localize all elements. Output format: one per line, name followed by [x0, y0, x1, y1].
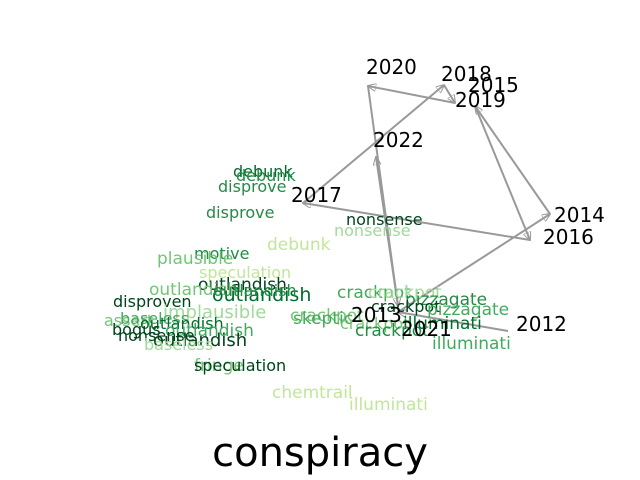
neighbor-word: disprove: [218, 177, 286, 196]
year-label: 2017: [291, 183, 342, 207]
year-label: 2012: [516, 312, 567, 336]
year-label: 2018: [441, 62, 492, 86]
year-label: 2022: [373, 128, 424, 152]
neighbor-word: implausible: [163, 302, 266, 323]
neighbor-word: outlandish: [153, 330, 247, 351]
neighbor-word: pizzagate: [405, 290, 487, 310]
neighbor-word: crackpot: [355, 321, 429, 341]
neighbor-word: outlandish: [165, 321, 254, 341]
neighbor-word: disprove: [206, 203, 274, 222]
neighbor-word: illuminati: [349, 395, 428, 415]
year-label: 2014: [554, 203, 605, 227]
trajectory-segment-2012-2013: [398, 312, 509, 332]
neighbor-word: fringe: [194, 356, 244, 376]
diagram-title: conspiracy: [212, 430, 428, 476]
neighbor-word: illuminati: [432, 334, 511, 354]
neighbor-word: crackpot: [371, 297, 440, 316]
neighbor-word: outlandish: [213, 281, 297, 300]
neighbor-word: crackpot: [337, 283, 411, 303]
neighbor-word: outlandish: [149, 280, 238, 300]
trajectory-segment-2013-2014: [397, 214, 550, 313]
neighbor-word: skeptic: [293, 309, 353, 329]
neighbor-word: nonsense: [346, 210, 423, 229]
neighbor-word: debunk: [233, 162, 293, 181]
trajectory-segment-2014-2015: [475, 106, 551, 215]
year-label: 2013: [351, 303, 402, 327]
trajectory-segment-2019-2020: [368, 86, 456, 104]
neighbor-word: motive: [194, 244, 249, 263]
neighbor-word: nonsense: [118, 326, 195, 345]
neighbor-word: illuminati: [403, 314, 482, 334]
neighbor-word: baseless: [120, 309, 189, 328]
trajectory-segment-2015-2016: [474, 105, 530, 240]
neighbor-word: outlandish: [212, 284, 311, 306]
year-label: 2016: [543, 225, 594, 249]
trajectory-segment-2017-2018: [302, 85, 444, 204]
neighbor-word: debunk: [267, 235, 331, 255]
neighbor-word: nonsense: [334, 221, 411, 240]
neighbor-word: assert: [104, 311, 153, 330]
neighbor-word: crackpot: [368, 283, 442, 303]
neighbor-word: speculation: [199, 263, 291, 282]
year-label: 2015: [468, 73, 519, 97]
neighbor-word: baseless: [144, 335, 213, 354]
year-label: 2020: [366, 55, 417, 79]
neighbor-word: crackpot: [290, 306, 364, 326]
neighbor-word: outlandish: [140, 314, 224, 333]
neighbor-word: disproven: [113, 292, 192, 311]
neighbor-word: outlandish: [198, 275, 287, 295]
year-trajectory: [302, 84, 551, 332]
year-label: 2019: [455, 88, 506, 112]
neighbor-word: chemtrail: [272, 383, 353, 403]
neighbor-word: crackpot: [340, 314, 409, 333]
neighbor-word: debunk: [236, 166, 296, 185]
neighbor-word: pizzagate: [427, 300, 509, 320]
neighbor-word: speculation: [194, 356, 286, 375]
neighbor-word: bogus: [112, 320, 161, 339]
neighbor-word: plausible: [157, 249, 233, 269]
trajectory-segment-2021-2022: [376, 157, 399, 307]
trajectory-segment-2016-2017: [303, 203, 531, 241]
year-label: 2021: [401, 317, 452, 341]
trajectory-segment-2018-2019: [443, 84, 455, 103]
